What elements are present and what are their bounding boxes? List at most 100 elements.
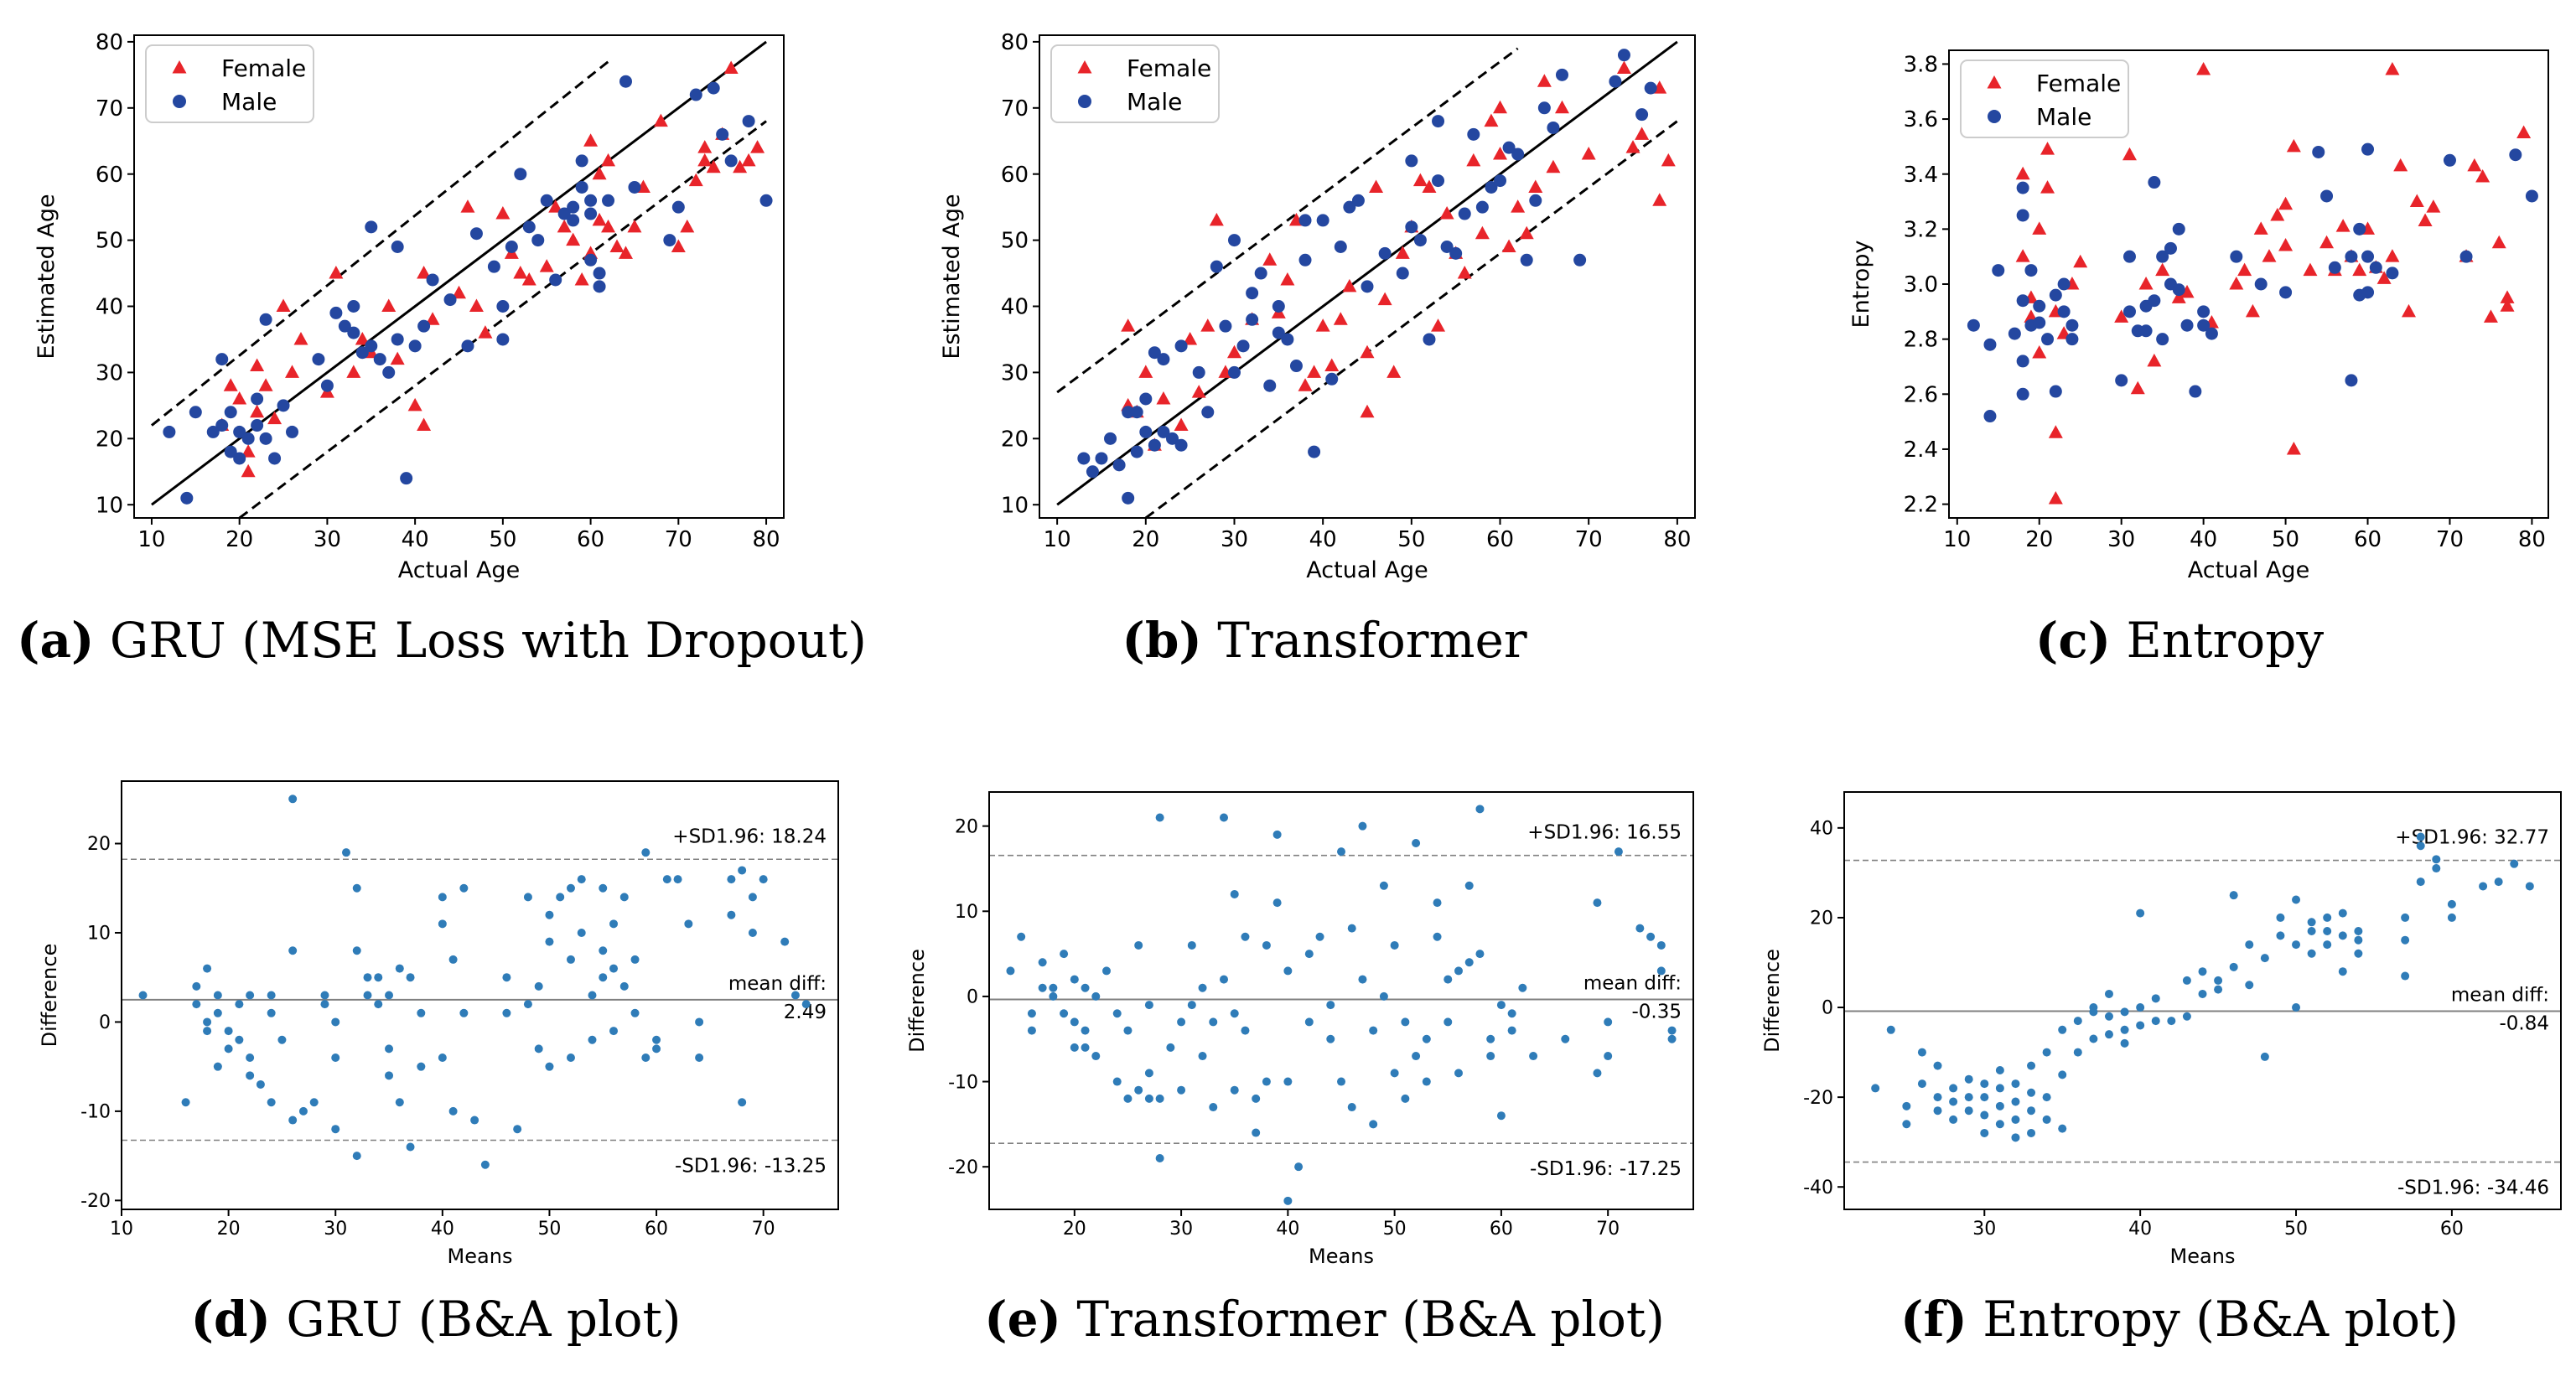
data-point-male: [1992, 264, 2005, 277]
data-point: [2167, 1017, 2176, 1026]
data-point-male: [241, 432, 255, 445]
data-point: [2401, 935, 2410, 945]
data-point-male: [1122, 406, 1135, 419]
data-point-male: [2361, 250, 2375, 263]
data-point-female: [2048, 491, 2063, 505]
data-point: [2416, 877, 2425, 887]
data-point-female: [2032, 345, 2047, 359]
data-point: [738, 866, 747, 875]
data-point-female: [1121, 318, 1136, 332]
x-axis-label: Actual Age: [1306, 557, 1428, 583]
data-point-male: [1298, 214, 1312, 227]
line-upper-bound: [151, 60, 609, 427]
data-point-male: [1983, 410, 1997, 423]
data-point-male: [2164, 241, 2177, 255]
x-tick-label: 30: [1169, 1219, 1193, 1240]
caption-d: (d) GRU (B&A plot): [17, 1291, 855, 1348]
axes-frame: [133, 34, 785, 519]
data-point: [277, 1035, 287, 1044]
data-point: [523, 1000, 532, 1009]
y-tick-label: 3.4: [1904, 163, 1938, 188]
data-point-female: [232, 391, 247, 405]
legend-marker-female: [1077, 60, 1092, 74]
data-point: [2027, 1061, 2036, 1070]
data-point: [1049, 983, 1058, 992]
data-point-female: [276, 298, 291, 313]
data-point: [1123, 1026, 1133, 1035]
data-point-male: [1432, 174, 1445, 188]
data-point: [1464, 958, 1474, 967]
y-tick-label: 3.6: [1904, 107, 1938, 132]
data-point: [1049, 991, 1058, 1001]
data-point-male: [2148, 294, 2161, 308]
data-point-female: [1493, 100, 1508, 114]
caption-d-text: GRU (B&A plot): [286, 1291, 682, 1348]
data-point: [1980, 1110, 1989, 1120]
data-point: [599, 946, 608, 955]
data-point-male: [2148, 176, 2161, 189]
data-point-female: [592, 212, 607, 226]
x-tick-label: 70: [2436, 527, 2464, 552]
y-tick-label: 80: [1001, 30, 1029, 55]
data-point: [2120, 1025, 2129, 1034]
data-point: [1070, 1043, 1079, 1052]
data-point: [1337, 847, 1345, 857]
data-point-male: [2345, 374, 2358, 387]
caption-b: (b) Transformer: [905, 612, 1744, 669]
data-point-female: [2286, 441, 2301, 455]
y-tick-label: -20: [1803, 1088, 1833, 1109]
data-point: [759, 875, 768, 884]
data-point: [2120, 1038, 2129, 1048]
data-point-male: [2180, 318, 2194, 332]
data-point-male: [1289, 360, 1303, 373]
data-point-female: [2500, 298, 2515, 312]
data-point: [1980, 1093, 1989, 1102]
x-tick-label: 30: [314, 527, 341, 552]
data-point-male: [1148, 346, 1161, 360]
data-point: [556, 893, 565, 902]
data-point-male: [1609, 75, 1622, 88]
data-point: [1209, 1017, 1218, 1027]
data-point: [1604, 1052, 1613, 1061]
data-point-male: [347, 326, 360, 339]
data-point-female: [1431, 318, 1446, 332]
y-axis-label: Entropy: [1848, 241, 1874, 329]
data-point-male: [1440, 240, 1454, 253]
data-point: [374, 973, 383, 982]
data-point-male: [2361, 286, 2375, 299]
data-point-female: [1138, 365, 1153, 378]
data-point: [1902, 1101, 1911, 1110]
data-point: [1337, 1077, 1345, 1086]
data-point: [2151, 1017, 2160, 1026]
data-point: [534, 981, 543, 991]
data-point-male: [2328, 261, 2341, 274]
data-point: [566, 883, 575, 893]
data-point: [566, 955, 575, 964]
data-point-female: [2319, 235, 2335, 249]
data-point: [790, 991, 800, 1000]
data-point-male: [1967, 318, 1980, 332]
data-point-male: [2279, 286, 2293, 299]
data-point: [1102, 966, 1111, 976]
data-point-male: [1351, 194, 1365, 207]
caption-f-tag: (f): [1900, 1291, 1967, 1348]
data-point-female: [2278, 196, 2294, 210]
data-point: [2229, 962, 2238, 971]
data-point: [748, 893, 757, 902]
data-point-male: [2041, 333, 2055, 346]
data-point-male: [1077, 452, 1091, 465]
data-point: [192, 981, 201, 991]
data-point-male: [1644, 81, 1657, 95]
data-point-female: [2048, 425, 2063, 438]
y-tick-label: 40: [1810, 819, 1833, 840]
data-point: [2416, 832, 2425, 841]
y-tick-label: -20: [948, 1157, 978, 1178]
data-point: [1155, 1094, 1164, 1103]
data-point-male: [496, 333, 510, 346]
data-point: [2042, 1115, 2051, 1124]
data-point-female: [1183, 331, 1198, 345]
data-point: [203, 1027, 212, 1036]
data-point-male: [1139, 392, 1153, 406]
data-point: [2401, 913, 2410, 922]
